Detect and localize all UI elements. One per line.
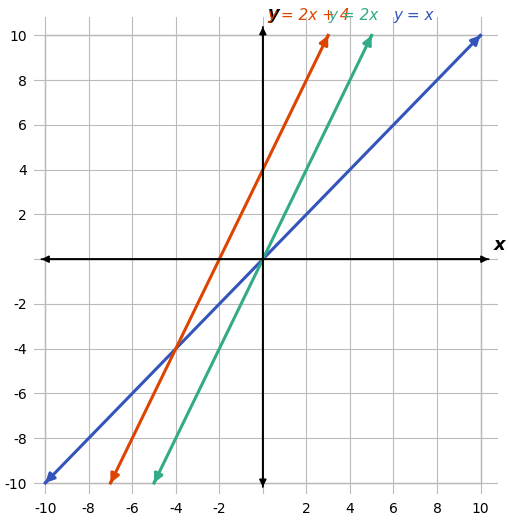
Text: y = 2x + 4: y = 2x + 4 [267, 8, 349, 23]
Text: y: y [268, 5, 279, 23]
Text: y = x: y = x [392, 8, 433, 23]
Text: x: x [493, 236, 504, 254]
Text: y = 2x: y = 2x [327, 8, 378, 23]
